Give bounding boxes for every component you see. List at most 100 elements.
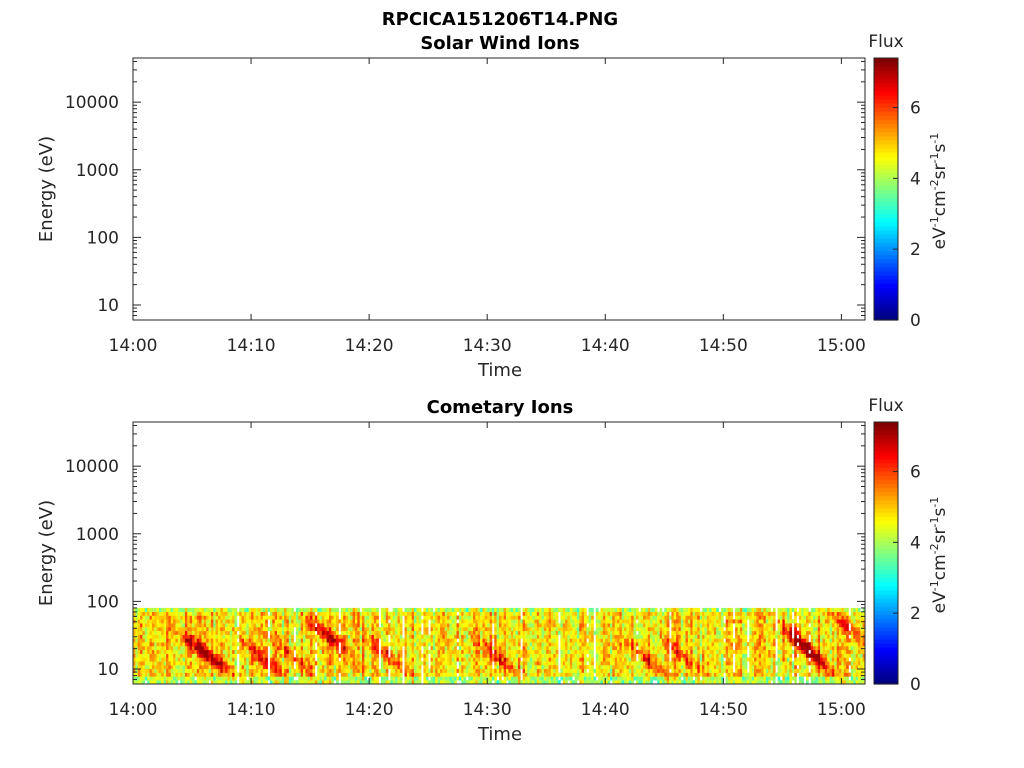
flux-cell <box>305 661 309 666</box>
flux-cell <box>336 619 339 624</box>
flux-cell <box>697 619 700 624</box>
flux-cell <box>173 649 176 654</box>
flux-cell <box>397 649 401 654</box>
flux-cell <box>428 642 431 647</box>
flux-cell <box>203 665 207 670</box>
flux-cell <box>706 680 710 685</box>
flux-cell <box>451 607 455 612</box>
flux-cell <box>336 646 339 651</box>
flux-cell <box>336 642 339 647</box>
flux-cell <box>383 665 386 670</box>
flux-cell <box>430 642 434 647</box>
flux-cell <box>494 661 497 666</box>
flux-cell <box>499 634 502 639</box>
flux-cell <box>456 676 460 681</box>
flux-cell <box>142 676 146 681</box>
flux-cell <box>421 611 424 616</box>
flux-cell <box>184 634 188 639</box>
flux-cell <box>468 619 471 624</box>
flux-cell <box>343 653 346 658</box>
flux-cell <box>262 630 266 635</box>
flux-cell <box>501 611 505 616</box>
flux-cell <box>506 630 509 635</box>
flux-cell <box>680 607 684 612</box>
flux-cell <box>728 611 731 616</box>
flux-cell <box>567 668 571 673</box>
colorbar-segment <box>874 98 898 104</box>
flux-cell <box>444 661 448 666</box>
flux-cell <box>362 634 365 639</box>
flux-cell <box>414 646 417 651</box>
flux-cell <box>154 676 157 681</box>
flux-cell <box>569 611 573 616</box>
flux-cell <box>265 630 268 635</box>
flux-cell <box>404 623 408 628</box>
flux-cell <box>612 630 615 635</box>
flux-cell <box>187 623 190 628</box>
flux-cell <box>513 619 516 624</box>
flux-cell <box>168 653 172 658</box>
flux-cell <box>180 627 183 632</box>
flux-cell <box>678 630 682 635</box>
flux-cell <box>612 653 615 658</box>
flux-cell <box>272 653 275 658</box>
flux-cell <box>244 627 247 632</box>
flux-cell <box>279 611 283 616</box>
flux-cell <box>475 638 479 643</box>
flux-cell <box>624 627 627 632</box>
flux-cell <box>286 619 290 624</box>
flux-cell <box>166 668 169 673</box>
flux-cell <box>366 619 370 624</box>
flux-cell <box>695 627 698 632</box>
flux-cell <box>484 634 488 639</box>
flux-cell <box>645 649 649 654</box>
flux-cell <box>255 653 259 658</box>
flux-cell <box>281 642 285 647</box>
flux-cell <box>702 630 705 635</box>
flux-cell <box>633 672 637 677</box>
flux-cell <box>723 646 726 651</box>
flux-cell <box>295 619 299 624</box>
flux-cell <box>638 630 641 635</box>
flux-cell <box>624 657 627 662</box>
flux-cell <box>170 657 174 662</box>
flux-cell <box>279 619 283 624</box>
flux-cell <box>305 607 309 612</box>
flux-cell <box>619 634 623 639</box>
flux-cell <box>173 668 176 673</box>
flux-cell <box>569 623 573 628</box>
flux-cell <box>600 627 604 632</box>
flux-cell <box>359 661 363 666</box>
flux-cell <box>657 649 660 654</box>
flux-cell <box>565 653 568 658</box>
flux-cell <box>232 634 235 639</box>
flux-cell <box>380 649 384 654</box>
flux-cell <box>610 676 613 681</box>
flux-cell <box>470 653 474 658</box>
flux-cell <box>213 668 216 673</box>
flux-cell <box>189 665 193 670</box>
flux-cell <box>463 642 467 647</box>
flux-cell <box>362 668 365 673</box>
flux-cell <box>210 646 214 651</box>
flux-cell <box>506 649 509 654</box>
flux-cell <box>161 619 164 624</box>
flux-cell <box>702 665 705 670</box>
flux-cell <box>569 680 573 685</box>
flux-cell <box>189 649 193 654</box>
flux-cell <box>676 607 679 612</box>
flux-cell <box>380 665 384 670</box>
flux-cell <box>208 642 212 647</box>
flux-cell <box>206 630 209 635</box>
flux-cell <box>581 665 585 670</box>
flux-cell <box>494 619 497 624</box>
flux-cell <box>288 630 292 635</box>
flux-cell <box>286 680 290 685</box>
flux-cell <box>137 607 141 612</box>
flux-cell <box>541 634 545 639</box>
flux-cell <box>529 638 533 643</box>
flux-cell <box>470 623 474 628</box>
flux-cell <box>187 615 190 620</box>
flux-cell <box>555 649 559 654</box>
flux-cell <box>383 649 386 654</box>
